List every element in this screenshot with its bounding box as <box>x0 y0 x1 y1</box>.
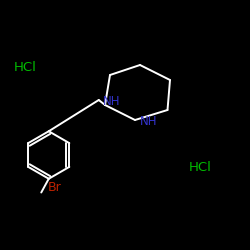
Text: NH: NH <box>102 95 120 108</box>
Text: Br: Br <box>48 181 62 194</box>
Text: NH: NH <box>140 115 158 128</box>
Text: HCl: HCl <box>14 61 36 74</box>
Text: HCl: HCl <box>188 161 212 174</box>
